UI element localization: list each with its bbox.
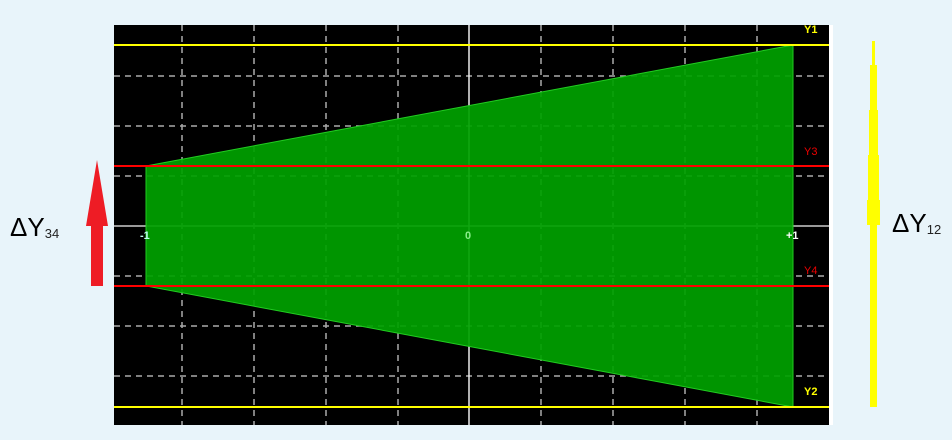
label-y3: Y3: [804, 146, 818, 158]
label-y4: Y4: [804, 265, 818, 277]
x-label-right: +1: [786, 230, 799, 242]
dy12-label: ΔY12: [892, 208, 942, 238]
dy34-arrow: [86, 160, 108, 286]
label-y1: Y1: [804, 24, 818, 36]
x-label-center: 0: [465, 230, 472, 242]
dy34-label: ΔY34: [10, 212, 60, 242]
dy12-arrow: [867, 41, 880, 407]
label-y2: Y2: [804, 386, 818, 398]
x-label-left: -1: [140, 230, 150, 242]
